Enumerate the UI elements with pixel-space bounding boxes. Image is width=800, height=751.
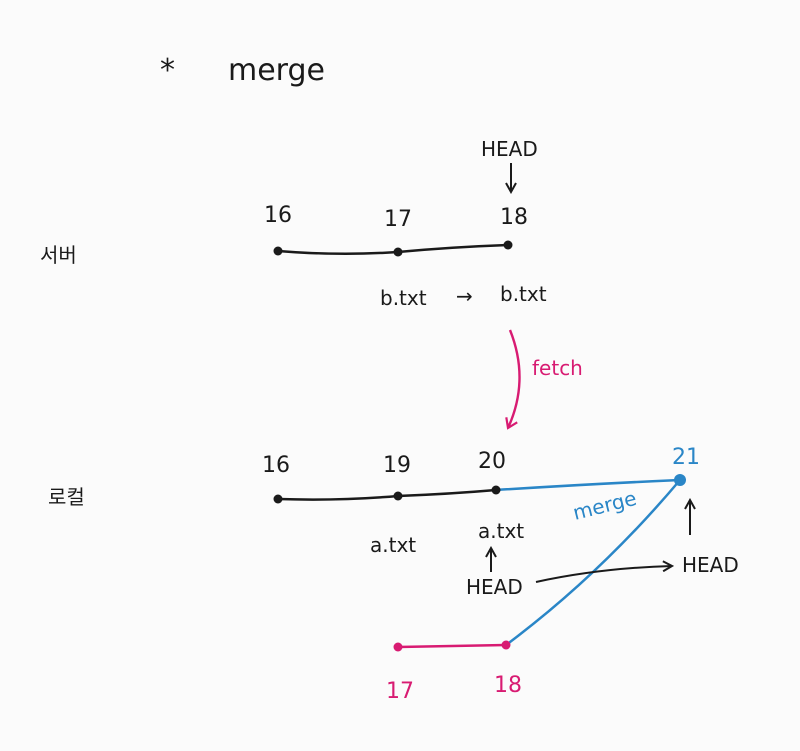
fetched-branch-line [397, 643, 507, 649]
local-head-old: HEAD [466, 575, 523, 599]
local-commit-20: 20 [478, 449, 506, 474]
remote-commit-17: 17 [384, 207, 412, 232]
fetched-node-18 [501, 640, 511, 650]
remote-commit-16: 16 [264, 203, 292, 228]
local-file-20: a.txt [478, 519, 524, 543]
local-node-19 [393, 491, 403, 501]
remote-file-before: b.txt [380, 286, 427, 310]
remote-branch-line [277, 243, 509, 256]
merge-line-fetched [505, 479, 681, 647]
fetch-label: fetch [532, 356, 583, 380]
fetched-commit-17: 17 [386, 679, 414, 704]
local-label: 로컬 [48, 485, 85, 509]
local-commit-21: 21 [672, 445, 700, 470]
local-head-new: HEAD [682, 553, 739, 577]
remote-file-after: b.txt [500, 282, 547, 306]
local-node-21-merge [674, 474, 686, 486]
head-move-arrow [535, 566, 672, 583]
remote-file-arrow: → [456, 284, 473, 308]
local-branch-line [277, 488, 497, 501]
remote-commit-18: 18 [500, 205, 528, 230]
fetch-arrow [505, 329, 521, 430]
local-file-19: a.txt [370, 533, 416, 557]
merge-line-main [495, 478, 681, 492]
title-text: merge [228, 53, 325, 88]
local-commit-16: 16 [262, 453, 290, 478]
merge-label: merge [570, 486, 639, 525]
remote-node-17 [393, 247, 403, 257]
fetched-node-17 [393, 642, 403, 652]
local-node-16 [273, 494, 283, 504]
remote-node-18 [503, 240, 513, 250]
local-node-20 [491, 485, 501, 495]
title-bullet: * [160, 53, 175, 88]
local-commit-19: 19 [383, 453, 411, 478]
fetched-commit-18: 18 [494, 673, 522, 698]
remote-head-label: HEAD [481, 137, 538, 161]
remote-node-16 [273, 246, 283, 256]
remote-label: 서버 [40, 243, 77, 267]
